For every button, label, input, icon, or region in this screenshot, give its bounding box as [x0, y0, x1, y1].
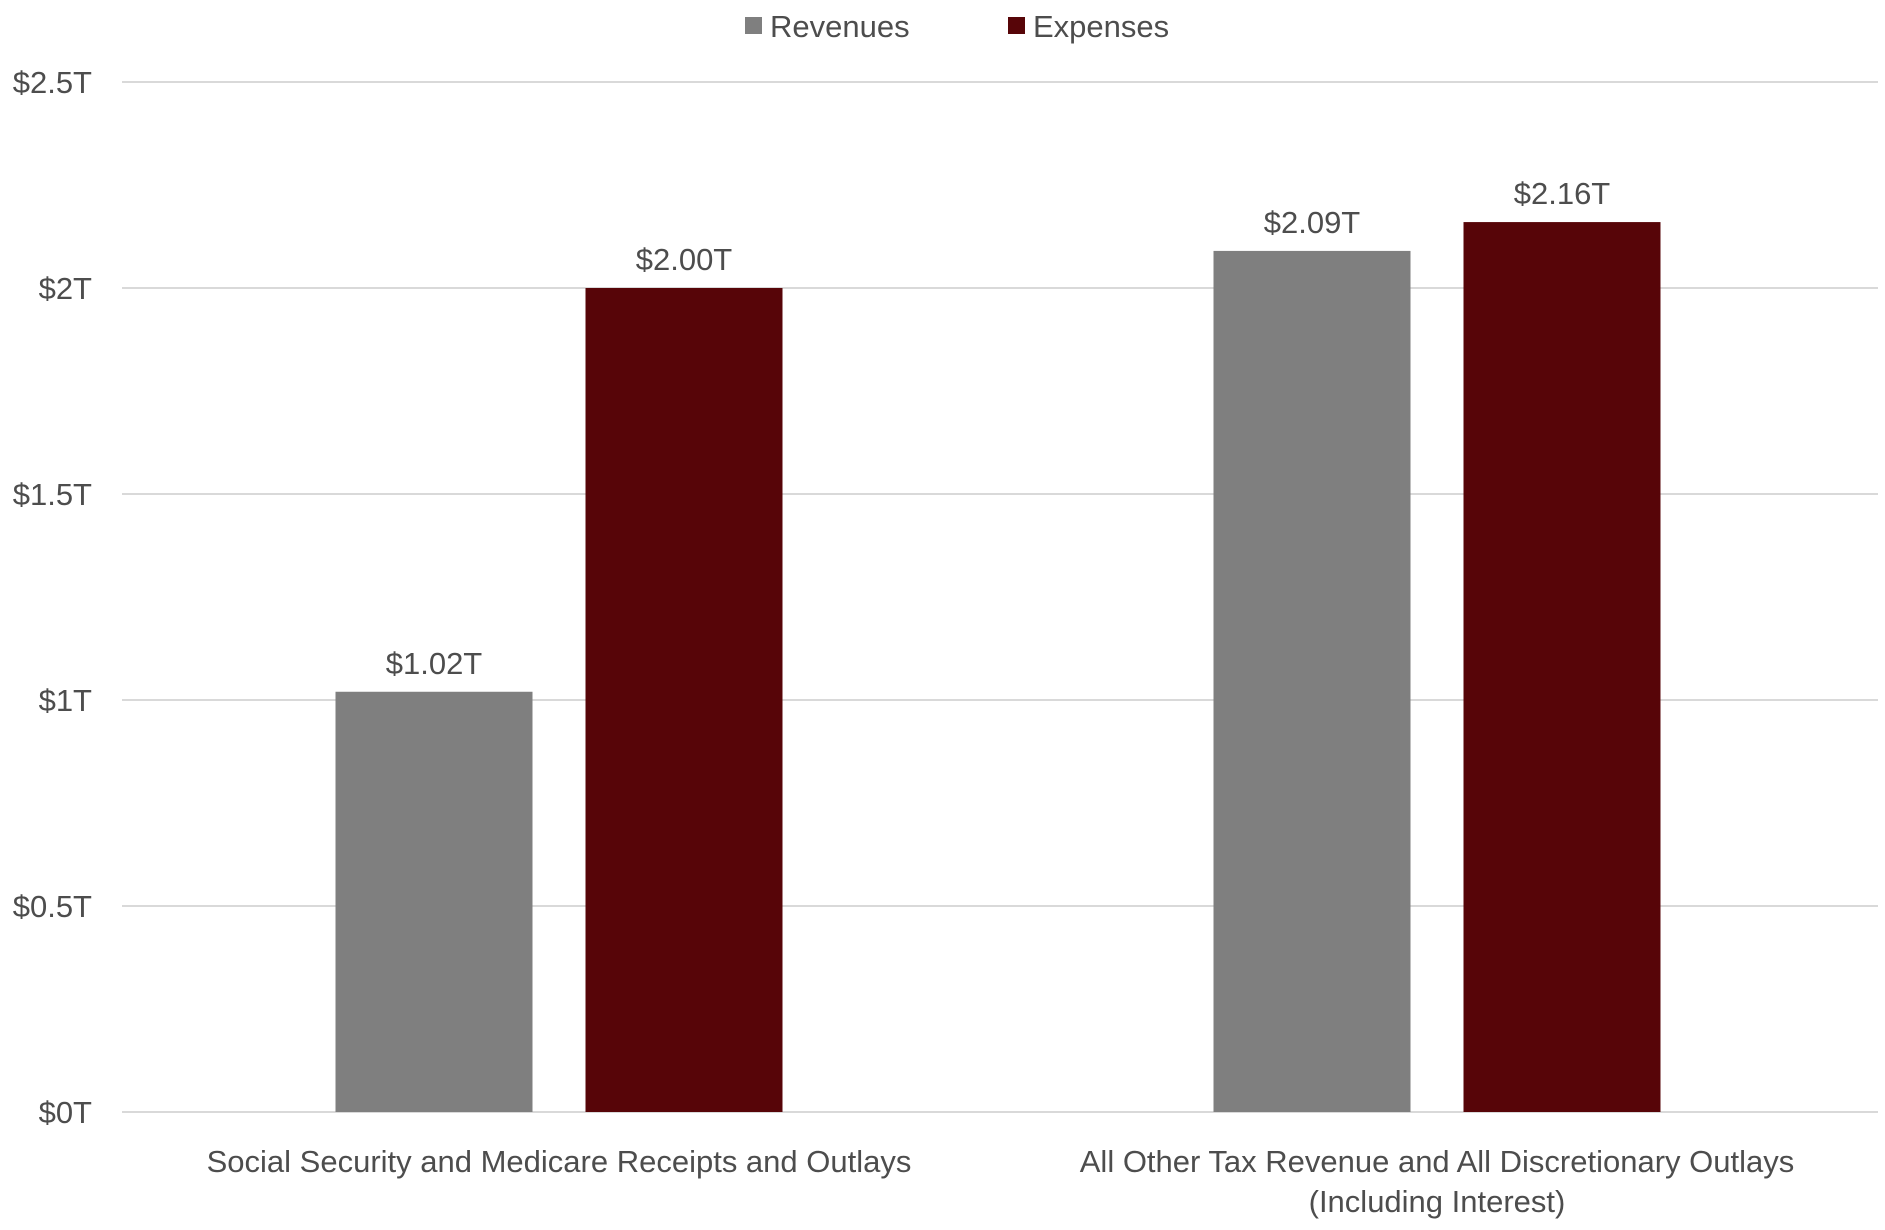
data-label: $2.16T [1514, 176, 1611, 211]
bar-revenues-1 [335, 691, 533, 1112]
x-axis-category-labels: Social Security and Medicare Receipts an… [207, 1144, 1795, 1219]
legend-label-expenses: Expenses [1033, 9, 1169, 44]
legend: Revenues Expenses [745, 9, 1169, 44]
legend-label-revenues: Revenues [770, 9, 910, 44]
legend-swatch-expenses [1008, 17, 1025, 34]
bars [335, 222, 1661, 1113]
x-category-label: (Including Interest) [1309, 1184, 1566, 1219]
y-tick-label: $0.5T [13, 889, 92, 924]
bar-expenses-1 [585, 288, 783, 1112]
bar-expenses-2 [1463, 222, 1661, 1112]
x-category-label: Social Security and Medicare Receipts an… [207, 1144, 912, 1179]
y-tick-label: $2T [39, 271, 92, 306]
data-label: $2.00T [636, 242, 733, 277]
data-label: $2.09T [1264, 205, 1361, 240]
y-tick-label: $1.5T [13, 477, 92, 512]
y-tick-label: $2.5T [13, 65, 92, 100]
y-axis-tick-labels: $0T $0.5T $1T $1.5T $2T $2.5T [13, 65, 92, 1130]
x-category-label: All Other Tax Revenue and All Discretion… [1080, 1144, 1794, 1179]
y-tick-label: $1T [39, 683, 92, 718]
legend-swatch-revenues [745, 17, 762, 34]
y-tick-label: $0T [39, 1095, 92, 1130]
data-label: $1.02T [386, 646, 483, 681]
data-labels: $1.02T $2.00T $2.09T $2.16T [386, 176, 1611, 681]
bar-revenues-2 [1213, 250, 1411, 1113]
